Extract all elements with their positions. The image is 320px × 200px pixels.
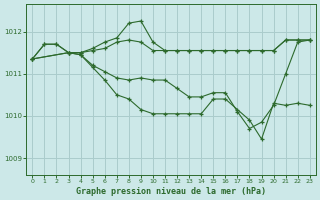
X-axis label: Graphe pression niveau de la mer (hPa): Graphe pression niveau de la mer (hPa) (76, 187, 266, 196)
